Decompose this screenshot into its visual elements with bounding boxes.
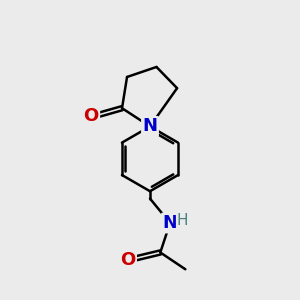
Text: N: N: [142, 117, 158, 135]
Text: O: O: [120, 250, 136, 268]
Text: H: H: [177, 213, 188, 228]
Text: O: O: [83, 107, 99, 125]
Text: N: N: [163, 214, 178, 232]
